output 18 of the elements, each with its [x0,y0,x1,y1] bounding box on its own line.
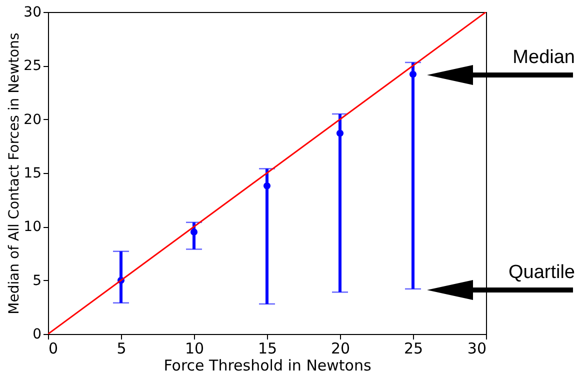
x-tick-label: 0 [48,340,58,358]
x-tick-label: 20 [330,340,350,358]
x-tick-label: 5 [116,340,126,358]
y-tick-label: 30 [24,4,42,20]
x-tick-label: 10 [184,340,204,358]
text: Median [512,47,575,69]
y-axis-title: Median of All Contact Forces in Newtons [6,32,23,314]
x-tick-label: 15 [258,340,278,358]
y-tick-label: 25 [24,58,42,74]
y-tick-label: 20 [24,112,42,128]
x-tick-label: 25 [404,340,424,358]
y-tick-label: 0 [32,326,42,342]
y-tick-label: 10 [24,219,42,236]
x-tick-label: 30 [467,340,486,358]
y-tick-label: 5 [32,272,42,289]
text: Quartile [508,262,575,284]
x-axis-title: Force Threshold in Newtons [164,356,372,374]
y-tick-label: 15 [24,166,42,182]
